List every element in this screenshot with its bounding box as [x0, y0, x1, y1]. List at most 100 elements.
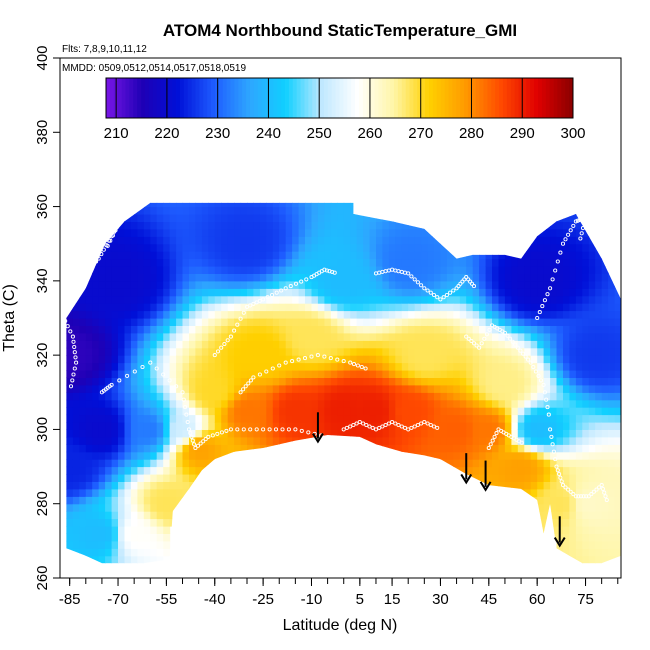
heat-cell [279, 414, 287, 423]
heat-cell [479, 273, 487, 282]
flight-sample-point [341, 359, 346, 364]
heat-cell [369, 370, 377, 378]
heat-cell [401, 451, 409, 460]
heat-cell [311, 295, 319, 304]
heat-cell [305, 273, 312, 282]
heat-cell [311, 258, 319, 267]
flight-sample-point [583, 215, 588, 220]
heat-cell [98, 258, 106, 267]
heat-cell [182, 451, 190, 460]
heat-cell [124, 399, 132, 408]
heat-cell [195, 236, 203, 245]
heat-cell [169, 466, 177, 475]
heat-cell [414, 436, 422, 445]
heat-cell [105, 518, 113, 527]
heat-cell [485, 310, 493, 319]
flight-sample-point [190, 438, 195, 443]
heat-cell [589, 563, 596, 571]
heat-cell [163, 347, 171, 356]
colorbar-segment [526, 78, 531, 118]
heat-cell [479, 258, 487, 267]
flight-sample-point [409, 274, 414, 279]
heat-cell [614, 451, 621, 460]
heat-cell [608, 340, 616, 349]
heat-cell [569, 310, 577, 319]
heat-cell [421, 414, 429, 423]
heat-cell [259, 295, 267, 304]
heat-cell [401, 228, 409, 237]
heat-cell [317, 399, 325, 408]
heat-cell [195, 340, 203, 349]
heat-cell [156, 362, 164, 371]
heat-cell [124, 362, 132, 371]
heat-cell [524, 258, 532, 267]
heat-cell [530, 444, 538, 453]
heat-cell [498, 481, 506, 490]
heat-cell [382, 273, 390, 282]
x-tick-label: -70 [107, 591, 129, 608]
heat-cell [524, 251, 532, 260]
heat-cell [118, 563, 125, 571]
heat-cell [582, 251, 590, 260]
heat-cell [98, 518, 106, 527]
heat-cell [259, 436, 267, 445]
flight-sample-point [550, 442, 555, 447]
heat-cell [66, 399, 67, 408]
heat-cell [414, 236, 422, 245]
heat-cell [176, 192, 183, 200]
heat-cell [388, 295, 396, 304]
heat-cell [169, 347, 177, 356]
heat-cell [130, 436, 138, 445]
heat-cell [305, 414, 312, 423]
colorbar-segment [456, 78, 461, 118]
colorbar-segment [323, 78, 329, 118]
heat-cell [72, 511, 80, 520]
heat-cell [130, 206, 138, 215]
heat-cell [195, 444, 203, 453]
heat-cell [66, 414, 67, 423]
heat-cell [143, 548, 151, 557]
heat-cell [182, 221, 190, 230]
heat-cell [208, 355, 216, 364]
heat-cell [124, 288, 132, 297]
heat-cell [105, 340, 113, 349]
heat-cell [543, 474, 551, 482]
heat-cell [343, 303, 351, 312]
heat-cell [550, 407, 558, 416]
heat-cell [130, 407, 138, 416]
heat-cell [98, 511, 106, 520]
flight-sample-point [582, 220, 587, 225]
heat-cell [118, 533, 125, 542]
heat-cell [511, 355, 519, 364]
heat-cell [550, 251, 558, 260]
heat-cell [324, 377, 332, 386]
heat-cell [350, 251, 358, 260]
heat-cell [363, 414, 371, 423]
heat-cell [201, 370, 209, 378]
heat-cell [608, 429, 616, 438]
heat-cell [511, 303, 519, 312]
heat-cell [285, 206, 293, 215]
heat-cell [259, 325, 267, 334]
heat-cell [434, 258, 441, 267]
heat-cell [279, 377, 287, 386]
heat-cell [92, 347, 100, 356]
heat-cell [253, 236, 261, 245]
heat-cell [595, 295, 603, 304]
flight-sample-point [555, 468, 560, 473]
heat-cell [485, 340, 493, 349]
heat-cell [137, 377, 145, 386]
flight-sample-point [479, 341, 484, 346]
colorbar-segment [397, 78, 403, 118]
flight-sample-point [65, 324, 70, 329]
heat-cell [292, 258, 300, 267]
heat-cell [350, 266, 358, 274]
colorbar-tick-label: 210 [104, 125, 129, 142]
heat-cell [163, 436, 171, 445]
heat-cell [543, 266, 551, 274]
heat-cell [331, 192, 338, 200]
heat-cell [421, 303, 429, 312]
heat-cell [330, 228, 338, 237]
heat-cell [247, 340, 254, 349]
heat-cell [614, 362, 621, 371]
